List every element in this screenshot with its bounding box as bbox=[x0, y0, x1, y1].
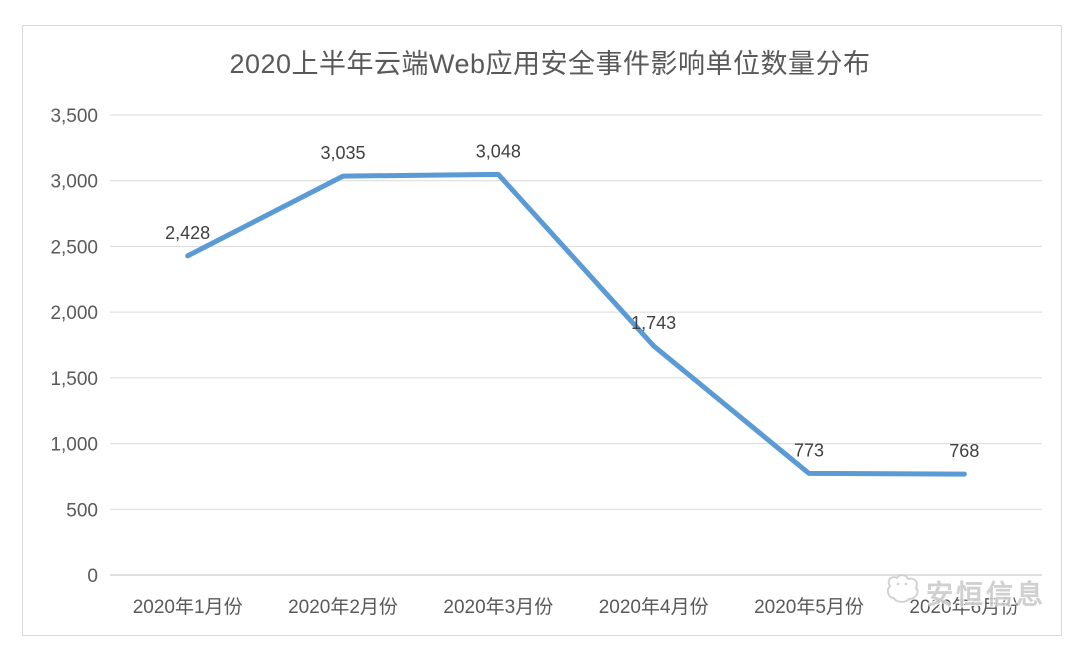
y-axis-tick-label: 1,500 bbox=[50, 369, 98, 390]
data-point-label: 2,428 bbox=[165, 223, 210, 243]
chart-title: 2020上半年云端Web应用安全事件影响单位数量分布 bbox=[229, 49, 871, 79]
data-point-label: 3,035 bbox=[320, 143, 365, 163]
x-axis-tick-label: 2020年1月份 bbox=[133, 596, 243, 618]
x-axis-tick-label: 2020年3月份 bbox=[443, 596, 553, 618]
x-axis-tick-label: 2020年4月份 bbox=[599, 596, 709, 618]
data-point-label: 1,743 bbox=[631, 313, 676, 333]
y-axis-tick-label: 2,000 bbox=[50, 303, 98, 324]
y-axis-tick-label: 0 bbox=[87, 566, 98, 587]
y-axis-tick-label: 500 bbox=[66, 500, 98, 521]
data-point-label: 3,048 bbox=[476, 141, 521, 161]
y-axis-tick-label: 3,000 bbox=[50, 172, 98, 193]
x-axis-tick-label: 2020年2月份 bbox=[288, 596, 398, 618]
y-axis-tick-label: 1,000 bbox=[50, 435, 98, 456]
data-point-label: 773 bbox=[794, 440, 824, 460]
data-point-label: 768 bbox=[949, 441, 979, 461]
chart-frame bbox=[22, 25, 1062, 636]
y-axis-tick-label: 2,500 bbox=[50, 237, 98, 258]
y-axis-tick-label: 3,500 bbox=[50, 106, 98, 127]
data-series-line bbox=[185, 171, 967, 477]
x-axis-tick-label: 2020年6月份 bbox=[909, 596, 1019, 618]
x-axis-tick-label: 2020年5月份 bbox=[754, 596, 864, 618]
